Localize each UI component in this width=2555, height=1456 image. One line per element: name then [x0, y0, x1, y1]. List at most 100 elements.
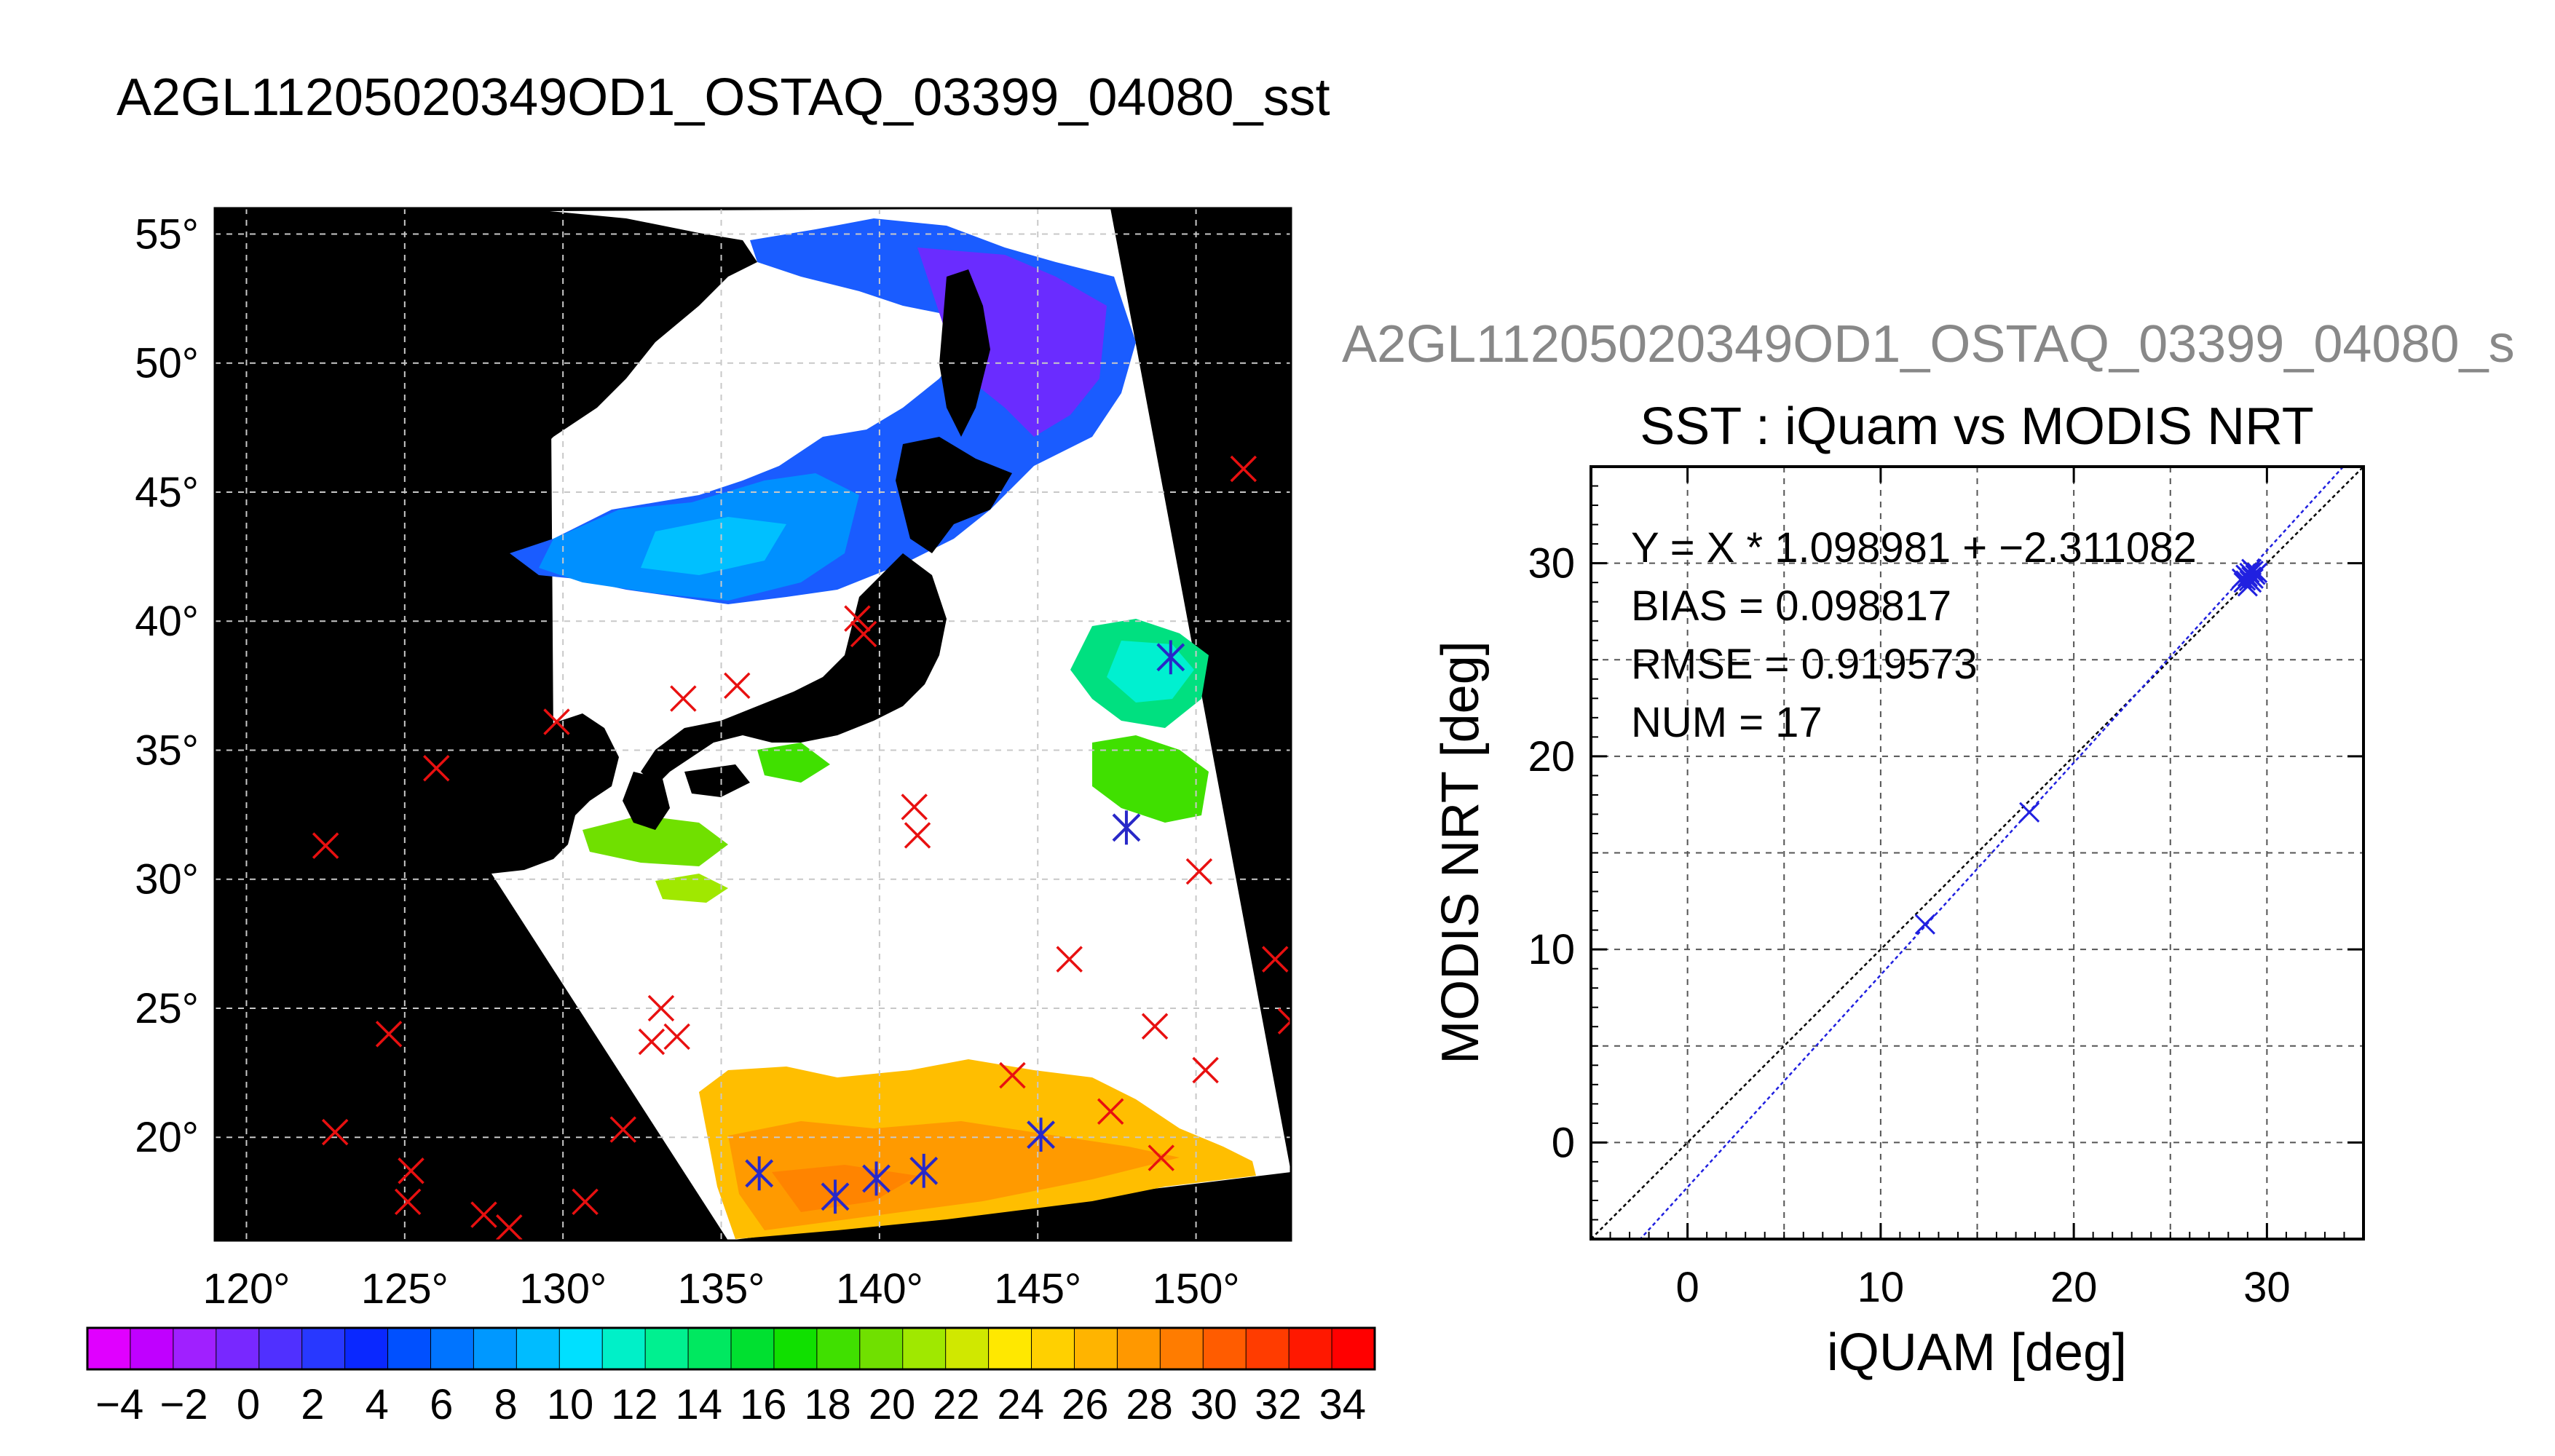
colorbar-cell: [816, 1327, 861, 1370]
matchup-red-x: [999, 1061, 1026, 1089]
map-lat-tick-label: 25°: [135, 985, 199, 1032]
colorbar-cell: [344, 1327, 389, 1370]
colorbar-tick-label: 8: [494, 1381, 517, 1428]
map-lat-tick-label: 45°: [135, 469, 199, 516]
land-honshu: [641, 553, 947, 786]
scatter-point: [2019, 802, 2040, 823]
stats-fit: Y = X * 1.098981 + −2.311082: [1631, 524, 2197, 571]
matchup-red-x: [1097, 1098, 1124, 1125]
scatter-y-tick-label: 20: [1528, 733, 1575, 780]
colorbar-cell: [1245, 1327, 1290, 1370]
colorbar-cell: [988, 1327, 1032, 1370]
sst-green-patch: [1092, 735, 1209, 823]
colorbar-cell: [387, 1327, 432, 1370]
scatter-point: [2241, 558, 2262, 579]
scatter-point: [2239, 562, 2260, 583]
matchup-red-x: [572, 1188, 599, 1216]
map-lon-tick-label: 125°: [361, 1265, 449, 1313]
scatter-panel: SST : iQuam vs MODIS NRT 0 10 20 300102030 …: [1431, 397, 2365, 1382]
matchup-blue-star: [1027, 1117, 1055, 1152]
matchup-red-x: [663, 1023, 690, 1051]
sst-green-patch-2: [583, 815, 728, 866]
land-korea: [491, 713, 619, 874]
colorbar-tick-label: 22: [933, 1381, 980, 1428]
stats-bias: BIAS = 0.098817: [1631, 582, 1951, 630]
matchup-blue-star: [862, 1161, 891, 1196]
map-lat-tick-label: 55°: [135, 210, 199, 258]
matchup-red-x: [423, 755, 450, 782]
map-lon-tick-label: 130°: [519, 1265, 607, 1313]
page-title: A2GL11205020349OD1_OSTAQ_03399_04080_sst: [117, 68, 1330, 127]
colorbar-cell: [1331, 1327, 1376, 1370]
matchup-red-x: [543, 708, 570, 735]
colorbar-cell: [601, 1327, 647, 1370]
colorbar-cell: [687, 1327, 732, 1370]
matchup-red-x: [844, 605, 871, 632]
scatter-point: [1914, 914, 1935, 935]
colorbar-cell: [130, 1327, 175, 1370]
scatter-point: [2247, 562, 2268, 583]
map-lat-tick-label: 20°: [135, 1114, 199, 1161]
colorbar-tick-label: 4: [366, 1381, 389, 1428]
matchup-red-x: [1230, 455, 1257, 483]
matchup-red-x: [670, 685, 697, 712]
matchup-blue-star: [1112, 810, 1141, 845]
scatter-y-tick-label: 0: [1552, 1119, 1575, 1166]
colorbar-cell: [1202, 1327, 1247, 1370]
map-lat-tick-label: 30°: [135, 856, 199, 903]
colorbar-cell: [859, 1327, 904, 1370]
map-lon-tick-label: 135°: [678, 1265, 765, 1313]
colorbar-tick-label: 24: [998, 1381, 1045, 1428]
matchup-red-x: [850, 620, 877, 648]
colorbar-cell: [216, 1327, 261, 1370]
matchup-red-x: [398, 1158, 424, 1184]
colorbar: −4 −2 0 2 4 6 8 10 12 14 16 18 20 22 24 26 28 30 32 34: [86, 1326, 1376, 1428]
matchup-red-x: [1262, 946, 1289, 973]
colorbar-tick-label: 16: [740, 1381, 787, 1428]
colorbar-cell: [473, 1327, 518, 1370]
scatter-x-tick-label: 10: [1857, 1264, 1905, 1311]
identity-line: [1591, 467, 2364, 1239]
colorbar-cell: [301, 1327, 346, 1370]
matchup-blue-star: [745, 1156, 774, 1191]
colorbar-tick-label: 0: [237, 1381, 260, 1428]
colorbar-tick-label: 20: [869, 1381, 916, 1428]
colorbar-tick-label: 2: [301, 1381, 324, 1428]
land-shikoku: [684, 764, 750, 797]
colorbar-cell: [902, 1327, 947, 1370]
matchup-red-x: [321, 1118, 349, 1146]
land-hokkaido: [896, 437, 1012, 553]
matchup-red-x: [609, 1116, 637, 1143]
scatter-x-tick-label: 30: [2243, 1264, 2291, 1311]
colorbar-cell: [1073, 1327, 1118, 1370]
colorbar-tick-label: 6: [430, 1381, 453, 1428]
matchup-red-x: [1192, 1056, 1219, 1084]
scatter-title: SST : iQuam vs MODIS NRT: [1640, 397, 2314, 456]
colorbar-tick-label: 30: [1190, 1381, 1238, 1428]
colorbar-tick-label: 10: [547, 1381, 594, 1428]
colorbar-cell: [173, 1327, 218, 1370]
matchup-red-x: [904, 822, 931, 849]
map-lon-tick-label: 140°: [836, 1265, 923, 1313]
land-kyushu: [623, 772, 670, 830]
colorbar-tick-label: −4: [95, 1381, 143, 1428]
matchup-red-x: [1141, 1013, 1169, 1040]
map-lat-tick-label: 40°: [135, 598, 199, 645]
swath-area: [491, 208, 1291, 1241]
sst-map-panel: 120° 125° 130° 135° 140° 145° 150° 55° 50° 45° 40°…: [135, 207, 1292, 1313]
colorbar-cell: [558, 1327, 604, 1370]
colorbar-tick-label: 32: [1255, 1381, 1302, 1428]
colorbar-cell: [1288, 1327, 1333, 1370]
colorbar-cell: [1031, 1327, 1075, 1370]
scatter-x-tick-label: 0: [1675, 1264, 1699, 1311]
matchup-red-x: [470, 1201, 497, 1228]
y-axis-label: MODIS NRT [deg]: [1431, 641, 1490, 1064]
matchup-red-x: [901, 794, 928, 820]
matchup-red-x: [1148, 1144, 1175, 1171]
scatter-file-title: A2GL11205020349OD1_OSTAQ_03399_04080_s: [1342, 315, 2515, 373]
colorbar-tick-label: 12: [611, 1381, 658, 1428]
matchup-red-x: [647, 994, 675, 1022]
x-axis-label: iQUAM [deg]: [1827, 1324, 2127, 1382]
matchup-red-x: [724, 672, 751, 700]
